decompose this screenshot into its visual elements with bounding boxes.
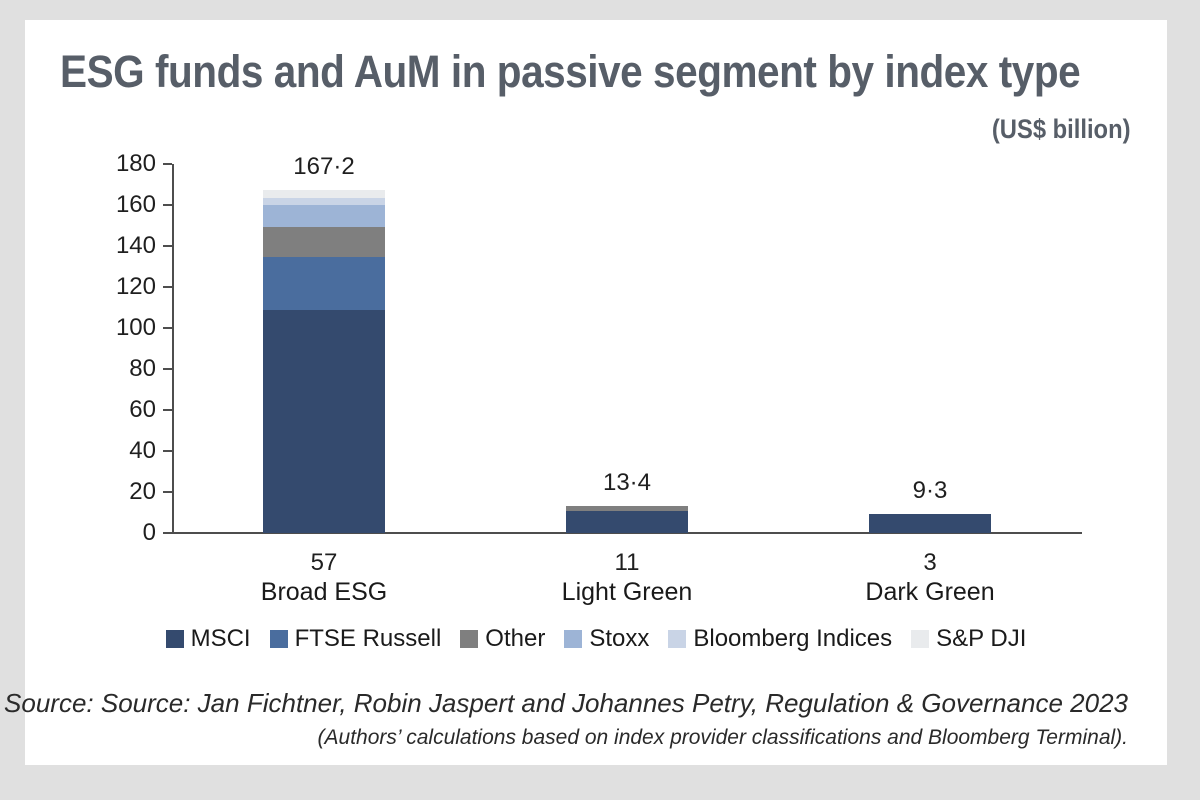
legend-swatch xyxy=(460,630,479,648)
legend-item: MSCI xyxy=(165,625,251,653)
bar-total-label: 13·4 xyxy=(602,468,652,496)
legend-swatch xyxy=(911,630,930,648)
y-axis-tick xyxy=(163,327,172,329)
y-axis-tick xyxy=(163,409,172,411)
legend-item: Bloomberg Indices xyxy=(668,625,892,653)
bar-segment xyxy=(566,505,688,511)
y-axis-label: 160 xyxy=(115,191,156,218)
bar-segment xyxy=(566,510,688,533)
source-note: (Authors’ calculations based on index pr… xyxy=(317,726,1128,749)
y-axis-tick xyxy=(163,286,172,288)
chart-unit-label: (US$ billion) xyxy=(991,114,1130,144)
bar-segment xyxy=(869,513,991,533)
legend-item-label: S&P DJI xyxy=(936,625,1027,652)
legend-item-label: Bloomberg Indices xyxy=(693,625,893,652)
chart-title: ESG funds and AuM in passive segment by … xyxy=(60,46,1081,97)
legend-item: Stoxx xyxy=(564,625,649,653)
legend-item-label: Other xyxy=(485,625,546,652)
legend-item-label: MSCI xyxy=(190,625,251,652)
bar-segment xyxy=(263,190,385,198)
legend-swatch xyxy=(269,630,288,648)
bar-total-label: 9·3 xyxy=(912,476,948,504)
legend-item: Other xyxy=(460,625,545,653)
y-axis-tick xyxy=(163,204,172,206)
y-axis-tick xyxy=(163,491,172,493)
bar-segment xyxy=(263,205,385,227)
category-fund-count: 11 xyxy=(614,549,640,576)
plot-area: 0 20 40 60 80 100 120 140 160 180 167·2 57 Broad ESG… xyxy=(25,20,1167,765)
y-axis-tick xyxy=(163,245,172,247)
legend: MSCI FTSE Russell Other Stoxx Bloomberg Indi… xyxy=(25,625,1167,653)
legend-item-label: Stoxx xyxy=(589,625,650,652)
y-axis-line xyxy=(172,164,174,533)
legend-swatch xyxy=(668,630,687,648)
bar-segment xyxy=(263,309,385,533)
legend-item: S&P DJI xyxy=(911,625,1026,653)
y-axis-label: 20 xyxy=(129,478,156,505)
y-axis-label: 0 xyxy=(142,519,156,546)
bar-segment xyxy=(263,226,385,257)
y-axis-tick xyxy=(163,163,172,165)
category-fund-count: 57 xyxy=(310,549,338,576)
category-label: Broad ESG xyxy=(260,578,388,606)
legend-item-label: FTSE Russell xyxy=(294,625,442,652)
source-line: Source: Source: Jan Fichtner, Robin Jasp… xyxy=(4,688,1128,718)
legend-swatch xyxy=(165,630,184,648)
y-axis-label: 40 xyxy=(129,437,156,464)
x-axis-line xyxy=(172,532,1082,534)
legend-swatch xyxy=(564,630,583,648)
category-label: Dark Green xyxy=(865,578,995,606)
y-axis-label: 180 xyxy=(115,150,156,177)
y-axis-label: 140 xyxy=(115,232,156,259)
y-axis-label: 120 xyxy=(115,273,156,300)
bar-segment xyxy=(263,197,385,205)
y-axis-tick xyxy=(163,450,172,452)
chart-card: ESG funds and AuM in passive segment by … xyxy=(4,20,1167,765)
bar-segment xyxy=(263,256,385,310)
y-axis-label: 80 xyxy=(129,355,156,382)
category-label: Light Green xyxy=(561,578,693,606)
y-axis-tick xyxy=(163,368,172,370)
legend-item: FTSE Russell xyxy=(269,625,442,653)
category-fund-count: 3 xyxy=(923,549,937,576)
y-axis-tick xyxy=(163,532,172,534)
bar-total-label: 167·2 xyxy=(293,153,355,181)
y-axis-label: 100 xyxy=(115,314,156,341)
y-axis-label: 60 xyxy=(129,396,156,423)
